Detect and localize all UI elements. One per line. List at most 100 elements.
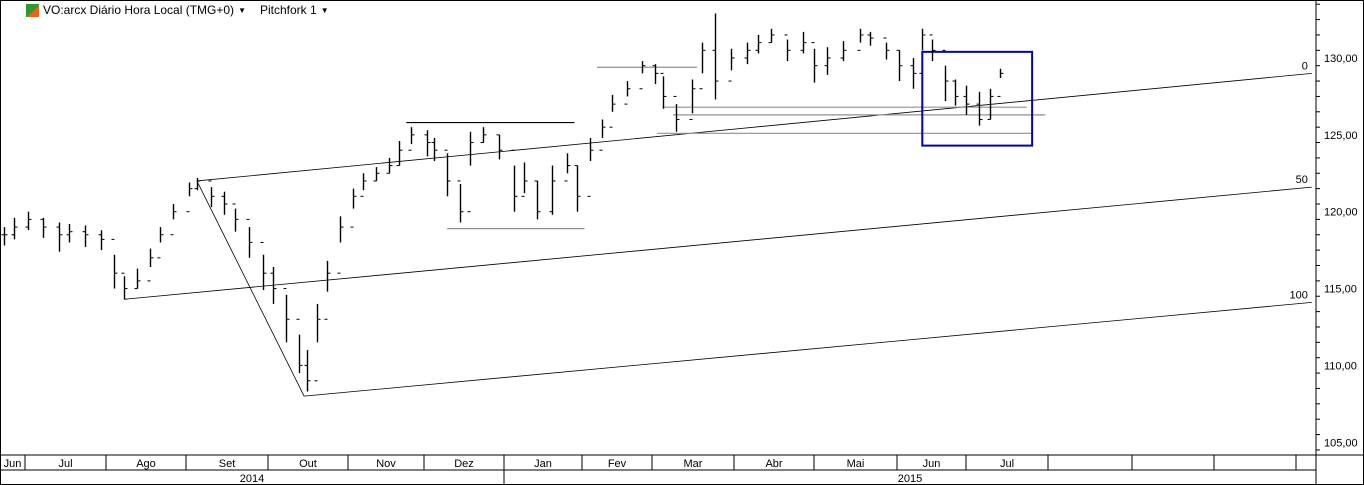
ohlc-bar [11,217,18,240]
ohlc-bar [350,188,357,228]
ohlc-bar [811,42,818,83]
pitchfork-level-label: 0 [1302,60,1308,72]
ohlc-bar [712,13,719,100]
ohlc-bar [186,182,193,213]
ohlc-bar [800,31,807,54]
ohlc-bar [373,167,380,182]
x-tick-label: Fev [608,458,627,470]
ohlc-bar [304,350,311,392]
ohlc-bar [942,49,949,102]
ohlc-bar [768,28,775,44]
ohlc-bar [744,42,751,65]
ohlc-bar [883,37,890,60]
x-tick-label: Jun [4,458,22,470]
ohlc-bar [457,180,464,223]
pitchfork-handle [196,180,305,397]
ohlc-bar [386,157,393,174]
ohlc-bar [480,127,487,144]
ohlc-bar [976,91,983,126]
ohlc-bar [157,227,164,259]
ohlc-bar [467,131,474,213]
ohlc-bar [689,79,696,120]
x-tick-label: Jan [534,458,552,470]
ohlc-bar [867,31,874,46]
year-label: 2014 [240,473,264,485]
ohlc-bar [857,28,864,51]
ohlc-bar [511,149,518,212]
ohlc-bar [431,137,438,161]
ohlc-bar [208,180,215,208]
study-selector[interactable]: Pitchfork 1 [259,3,317,17]
ohlc-bar [587,137,594,197]
y-tick-label: 120,00 [1324,207,1358,219]
ohlc-bar [396,140,403,167]
ohlc-bar [896,49,903,82]
x-tick-label: Jun [923,458,941,470]
ohlc-bar [170,204,177,236]
ohlc-bar [624,81,631,105]
ohlc-bar [824,47,831,75]
ohlc-bar [147,248,154,282]
ohlc-bar [574,165,581,212]
ohlc-bar [997,68,1004,97]
chart-header: VO:arcx Diário Hora Local (TMG+0) ▼ Pitc… [26,3,329,17]
ohlc-bar [660,72,667,109]
y-tick-label: 125,00 [1324,130,1358,142]
ohlc-bar [260,241,267,291]
ohlc-bar [40,217,47,238]
ohlc-bar [755,34,762,54]
pitchfork-level-label: 100 [1290,289,1308,301]
x-tick-label: Mar [684,458,703,470]
ohlc-bar [324,260,331,320]
ohlc-bar [549,165,556,215]
ohlc-bar [232,203,239,232]
x-tick-label: Ago [136,458,156,470]
y-tick-label: 130,00 [1324,53,1358,65]
ohlc-bar [699,42,706,90]
ohlc-bar [424,130,431,157]
x-tick-label: Set [219,458,236,470]
ohlc-bar [246,218,253,258]
y-tick-label: 105,00 [1324,437,1358,449]
ohlc-bar [564,153,571,182]
ohlc-bar [534,180,541,220]
x-tick-label: Jul [1000,458,1014,470]
ohlc-bar [840,41,847,62]
x-tick-label: Abr [765,458,782,470]
ohlc-bar [296,318,303,374]
y-tick-label: 110,00 [1324,360,1357,372]
ohlc-bar [66,223,73,243]
ohlc-bar [919,28,926,74]
ohlc-bar [82,225,89,248]
ohlc-bar [111,238,118,289]
x-tick-label: Jul [58,458,72,470]
y-tick-label: 115,00 [1324,284,1357,296]
ohlc-bar [25,211,32,231]
ohlc-bar [963,85,970,115]
x-tick-label: Nov [376,458,396,470]
x-tick-label: Dez [454,458,474,470]
ohlc-bar [496,134,503,160]
triangle-down-icon[interactable]: ▼ [320,5,329,15]
ohlc-bar [270,267,277,304]
ohlc-bar [194,177,201,191]
pitchfork-level-label: 50 [1296,174,1308,186]
ohlc-bar [652,64,659,85]
symbol-selector[interactable]: VO:arcx Diário Hora Local (TMG+0) [43,3,235,17]
ohlc-bar [56,222,63,252]
ohlc-bar [521,162,528,197]
highlight-rectangle [921,50,1034,147]
ohlc-bar [910,58,917,89]
pitchfork-line [124,186,1312,300]
pitchfork-line [304,301,1312,397]
ohlc-bar [134,268,141,290]
ohlc-bar [1,227,8,246]
ohlc-bar [639,61,646,90]
triangle-down-icon[interactable]: ▼ [238,5,246,15]
ohlc-bar [673,95,680,132]
ohlc-bar [98,230,105,251]
ohlc-bar [609,94,616,128]
ohlc-bar [728,48,735,82]
